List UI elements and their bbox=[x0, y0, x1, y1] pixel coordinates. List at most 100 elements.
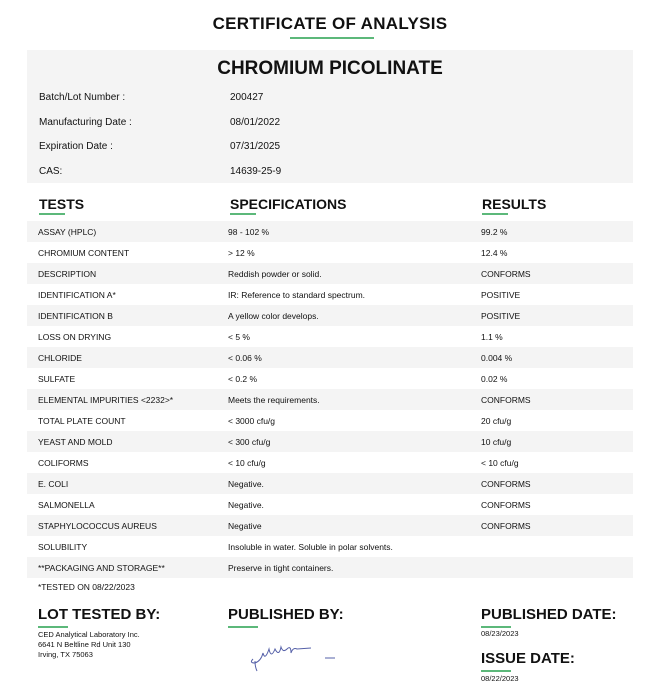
table-row: ELEMENTAL IMPURITIES <2232>* Meets the re… bbox=[27, 389, 633, 410]
result: CONFORMS bbox=[481, 394, 531, 405]
lab-address: CED Analytical Laboratory Inc. 6641 N Be… bbox=[38, 630, 140, 660]
table-row: TOTAL PLATE COUNT < 3000 cfu/g 20 cfu/g bbox=[27, 410, 633, 431]
specification: < 300 cfu/g bbox=[228, 436, 271, 447]
header-underline bbox=[482, 213, 508, 215]
specification: Reddish powder or solid. bbox=[228, 268, 322, 279]
info-value: 07/31/2025 bbox=[230, 141, 281, 152]
table-row: SOLUBILITY Insoluble in water. Soluble in… bbox=[27, 536, 633, 557]
test-name: CHROMIUM CONTENT bbox=[38, 247, 130, 258]
result: 20 cfu/g bbox=[481, 415, 512, 426]
issue-date-heading: ISSUE DATE: bbox=[481, 650, 575, 672]
published-by-heading: PUBLISHED BY: bbox=[228, 606, 344, 628]
heading-label: ISSUE DATE: bbox=[481, 650, 575, 667]
specification: < 0.2 % bbox=[228, 373, 258, 384]
test-name: ELEMENTAL IMPURITIES <2232>* bbox=[38, 394, 174, 405]
test-name: **PACKAGING AND STORAGE** bbox=[38, 562, 165, 573]
specification: A yellow color develops. bbox=[228, 310, 319, 321]
test-name: STAPHYLOCOCCUS AUREUS bbox=[38, 520, 157, 531]
specification: Insoluble in water. Soluble in polar sol… bbox=[228, 541, 393, 552]
signature-image bbox=[250, 645, 335, 672]
table-row: SALMONELLA Negative. CONFORMS bbox=[27, 494, 633, 515]
info-row: Manufacturing Date : 08/01/2022 bbox=[39, 117, 280, 128]
heading-underline bbox=[481, 626, 511, 628]
result: CONFORMS bbox=[481, 478, 531, 489]
info-label: Manufacturing Date : bbox=[39, 117, 132, 128]
table-row: IDENTIFICATION A* IR: Reference to standa… bbox=[27, 284, 633, 305]
test-name: LOSS ON DRYING bbox=[38, 331, 112, 342]
specification: IR: Reference to standard spectrum. bbox=[228, 289, 366, 300]
specification: < 10 cfu/g bbox=[228, 457, 266, 468]
specification: 98 - 102 % bbox=[228, 226, 270, 237]
table-row: IDENTIFICATION B A yellow color develops.… bbox=[27, 305, 633, 326]
result: CONFORMS bbox=[481, 268, 531, 279]
header-specifications: SPECIFICATIONS bbox=[230, 196, 346, 215]
test-name: IDENTIFICATION B bbox=[38, 310, 113, 321]
table-row: YEAST AND MOLD < 300 cfu/g 10 cfu/g bbox=[27, 431, 633, 452]
lab-line: 6641 N Beltline Rd Unit 130 bbox=[38, 640, 131, 649]
tested-on-note: *TESTED ON 08/22/2023 bbox=[38, 582, 135, 592]
specification: < 0.06 % bbox=[228, 352, 262, 363]
published-date-heading: PUBLISHED DATE: bbox=[481, 606, 617, 628]
test-name: SULFATE bbox=[38, 373, 76, 384]
document-title: CERTIFICATE OF ANALYSIS bbox=[212, 14, 448, 33]
info-label: CAS: bbox=[39, 166, 63, 177]
result: POSITIVE bbox=[481, 289, 521, 300]
result: 0.02 % bbox=[481, 373, 508, 384]
header-tests: TESTS bbox=[39, 196, 84, 215]
result: 10 cfu/g bbox=[481, 436, 512, 447]
info-value: 08/01/2022 bbox=[230, 117, 281, 128]
test-name: SOLUBILITY bbox=[38, 541, 88, 552]
header-label: TESTS bbox=[39, 196, 85, 212]
table-row: COLIFORMS < 10 cfu/g < 10 cfu/g bbox=[27, 452, 633, 473]
heading-underline bbox=[228, 626, 258, 628]
info-row: Expiration Date : 07/31/2025 bbox=[39, 141, 280, 152]
header-label: RESULTS bbox=[482, 196, 547, 212]
header-results: RESULTS bbox=[482, 196, 546, 215]
product-info-panel: CHROMIUM PICOLINATE Batch/Lot Number : 20… bbox=[27, 50, 633, 183]
heading-underline bbox=[38, 626, 68, 628]
lab-line: CED Analytical Laboratory Inc. bbox=[38, 630, 140, 639]
test-name: CHLORIDE bbox=[38, 352, 82, 363]
heading-underline bbox=[481, 670, 511, 672]
specification: Negative bbox=[228, 520, 262, 531]
table-row: ASSAY (HPLC) 98 - 102 % 99.2 % bbox=[27, 221, 633, 242]
specification: Negative. bbox=[228, 478, 264, 489]
table-row: E. COLI Negative. CONFORMS bbox=[27, 473, 633, 494]
table-row: **PACKAGING AND STORAGE** Preserve in tig… bbox=[27, 557, 633, 578]
test-name: TOTAL PLATE COUNT bbox=[38, 415, 126, 426]
test-name: E. COLI bbox=[38, 478, 69, 489]
lot-tested-by-heading: LOT TESTED BY: bbox=[38, 606, 160, 628]
result: CONFORMS bbox=[481, 499, 531, 510]
table-row: LOSS ON DRYING < 5 % 1.1 % bbox=[27, 326, 633, 347]
specification: Meets the requirements. bbox=[228, 394, 320, 405]
info-value: 14639-25-9 bbox=[230, 166, 282, 177]
heading-label: PUBLISHED BY: bbox=[228, 606, 344, 623]
info-row: CAS: 14639-25-9 bbox=[39, 166, 281, 177]
title-underline bbox=[290, 37, 374, 39]
specification: < 5 % bbox=[228, 331, 250, 342]
table-row: CHROMIUM CONTENT > 12 % 12.4 % bbox=[27, 242, 633, 263]
issue-date: 08/22/2023 bbox=[481, 674, 519, 683]
header-underline bbox=[39, 213, 65, 215]
info-value: 200427 bbox=[230, 92, 264, 103]
result: 0.004 % bbox=[481, 352, 513, 363]
specification: < 3000 cfu/g bbox=[228, 415, 276, 426]
result: 1.1 % bbox=[481, 331, 503, 342]
test-name: ASSAY (HPLC) bbox=[38, 226, 97, 237]
specification: Preserve in tight containers. bbox=[228, 562, 334, 573]
table-row: CHLORIDE < 0.06 % 0.004 % bbox=[27, 347, 633, 368]
specification: > 12 % bbox=[228, 247, 255, 258]
table-row: STAPHYLOCOCCUS AUREUS Negative CONFORMS bbox=[27, 515, 633, 536]
info-row: Batch/Lot Number : 200427 bbox=[39, 92, 263, 103]
table-row: SULFATE < 0.2 % 0.02 % bbox=[27, 368, 633, 389]
result: POSITIVE bbox=[481, 310, 521, 321]
info-label: Batch/Lot Number : bbox=[39, 92, 126, 103]
test-name: IDENTIFICATION A* bbox=[38, 289, 116, 300]
result: < 10 cfu/g bbox=[481, 457, 519, 468]
header-label: SPECIFICATIONS bbox=[230, 196, 347, 212]
results-table: ASSAY (HPLC) 98 - 102 % 99.2 % CHROMIUM CON… bbox=[27, 221, 633, 578]
published-date: 08/23/2023 bbox=[481, 629, 519, 638]
test-name: COLIFORMS bbox=[38, 457, 89, 468]
specification: Negative. bbox=[228, 499, 264, 510]
info-label: Expiration Date : bbox=[39, 141, 113, 152]
